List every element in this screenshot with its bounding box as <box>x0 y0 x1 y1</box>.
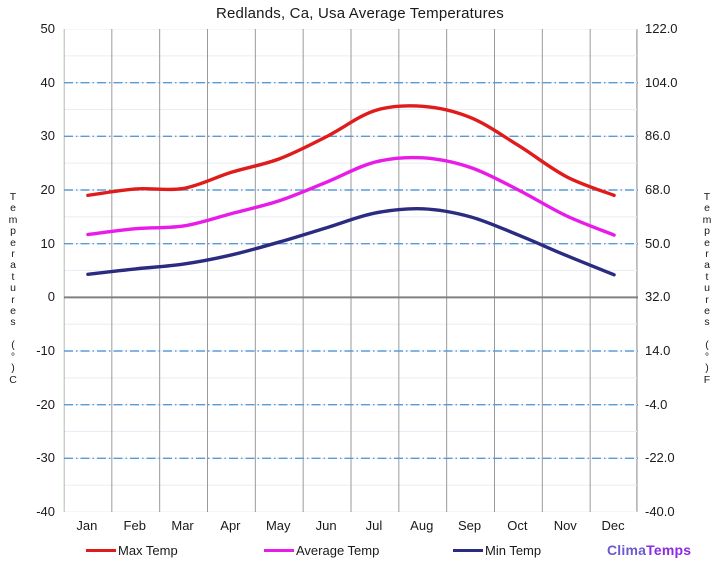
x-axis-tick-label-dec: Dec <box>601 518 625 533</box>
y-axis-right-title-char: m <box>702 213 712 226</box>
y-axis-right-title-char: e <box>704 305 710 318</box>
x-axis-tick-label-jan: Jan <box>76 518 98 533</box>
y-axis-right-ticks: 122.0 104.0 86.0 68.0 50.0 32.0 14.0 -4.0 -22.0 -… <box>645 0 715 570</box>
legend-item-min-temp[interactable]: Min Temp <box>453 540 541 560</box>
series-line-min-temp <box>86 206 616 277</box>
x-axis-tick-label-jul: Jul <box>365 518 383 533</box>
y-axis-right-tick-label: 104.0 <box>645 74 678 90</box>
y-axis-right-tick-label: 50.0 <box>645 235 671 251</box>
y-axis-left-title-char: t <box>11 270 15 283</box>
series-line-average-temp <box>86 155 616 237</box>
y-axis-left-tick-label: -30 <box>36 450 55 466</box>
y-axis-left-tick-label: -10 <box>36 343 55 358</box>
y-axis-left-title-char: m <box>8 213 18 226</box>
y-axis-left-tick-label: 10 <box>40 235 55 251</box>
x-axis-tick-label-nov: Nov <box>553 518 577 533</box>
y-axis-right-tick-label: -4.0 <box>645 396 668 412</box>
x-axis-tick-label-feb: Feb <box>123 518 146 533</box>
y-axis-right-title-char: ( <box>705 339 709 352</box>
plot-area <box>63 29 638 512</box>
y-axis-right-tick-label: 68.0 <box>645 182 671 197</box>
brand-part-one: Clima <box>607 542 647 558</box>
y-axis-right-tick-label: 122.0 <box>645 21 678 36</box>
y-axis-left-tick-label: 40 <box>40 74 55 90</box>
chart-legend: Max Temp Average Temp Min Temp <box>0 540 720 564</box>
y-axis-right-tick-label: 86.0 <box>645 128 671 144</box>
x-axis-tick-label-jun: Jun <box>315 518 337 533</box>
y-axis-right-tick-label: 14.0 <box>645 343 671 358</box>
plot-canvas <box>64 29 638 512</box>
legend-label-max-temp: Max Temp <box>118 542 178 558</box>
y-axis-right-title-char: p <box>704 225 710 238</box>
y-axis-left-title-char: p <box>10 225 16 238</box>
y-axis-left-tick-label: 50 <box>40 21 55 36</box>
y-axis-left-ticks: 50 40 30 20 10 0 -10 -20 -30 -40 <box>0 0 60 570</box>
x-axis-tick-label-may: May <box>265 518 291 533</box>
y-axis-left-title-char: e <box>10 202 16 215</box>
series-line-max-temp <box>86 104 616 198</box>
y-axis-right-title-char: r <box>705 248 709 261</box>
legend-label-min-temp: Min Temp <box>485 542 542 558</box>
x-axis-tick-label-aug: Aug <box>410 518 434 533</box>
legend-swatch-average-temp <box>264 548 294 552</box>
y-axis-left-title-char: ° <box>10 350 16 363</box>
brand-part-two: Temps <box>646 542 692 558</box>
x-axis-tick-label-oct: Oct <box>507 518 528 533</box>
y-axis-left-tick-label: 20 <box>40 182 55 197</box>
y-axis-left-title-char: r <box>11 248 15 261</box>
y-axis-left-tick-label: -20 <box>36 396 55 412</box>
y-axis-right-title-char: T <box>703 191 711 203</box>
y-axis-right-tick-label: -40.0 <box>645 504 675 519</box>
y-axis-left-title-char: r <box>11 293 15 306</box>
x-axis-tick-label-apr: Apr <box>220 518 241 533</box>
y-axis-left-tick-label: 0 <box>47 289 55 305</box>
climatemps-watermark[interactable]: ClimaTemps <box>607 542 691 558</box>
y-axis-right-title-char: ) <box>705 362 709 375</box>
y-axis-left-title-char: ( <box>11 339 15 352</box>
y-axis-right-title-char: u <box>704 282 710 295</box>
y-axis-right-title-char: ° <box>704 350 710 363</box>
y-axis-left-title-char: e <box>10 236 16 249</box>
y-axis-right-title-char: a <box>704 259 710 272</box>
page-title: Redlands, Ca, Usa Average Temperatures <box>215 5 505 22</box>
y-axis-right-title-char: s <box>704 316 710 329</box>
legend-item-max-temp[interactable]: Max Temp <box>86 540 178 560</box>
y-axis-left-title-char: a <box>10 259 16 272</box>
y-axis-left-tick-label: -40 <box>36 504 55 519</box>
y-axis-right-tick-label: -22.0 <box>645 450 675 466</box>
y-axis-right-title-char: F <box>703 373 711 386</box>
y-axis-right-title-char: r <box>705 293 709 306</box>
y-axis-left-title-char: e <box>10 305 16 318</box>
legend-item-average-temp[interactable]: Average Temp <box>264 540 379 560</box>
y-axis-left-title-char: ) <box>11 362 15 375</box>
x-axis-tick-label-sep: Sep <box>458 518 482 533</box>
x-axis-tick-label-mar: Mar <box>171 518 194 533</box>
y-axis-right-tick-label: 32.0 <box>645 289 671 305</box>
y-axis-left-title-char: T <box>9 191 17 203</box>
legend-swatch-max-temp <box>86 548 116 552</box>
legend-label-average-temp: Average Temp <box>296 542 380 558</box>
y-axis-left-title-char: s <box>10 316 16 329</box>
y-axis-left-title-char: C <box>9 373 17 386</box>
y-axis-right-title-char: e <box>704 236 710 249</box>
y-axis-right-title-char: e <box>704 202 710 215</box>
y-axis-left-tick-label: 30 <box>40 128 55 144</box>
y-axis-right-title-char: t <box>705 270 709 283</box>
y-axis-left-title-char: u <box>10 282 16 295</box>
legend-swatch-min-temp <box>453 548 483 552</box>
